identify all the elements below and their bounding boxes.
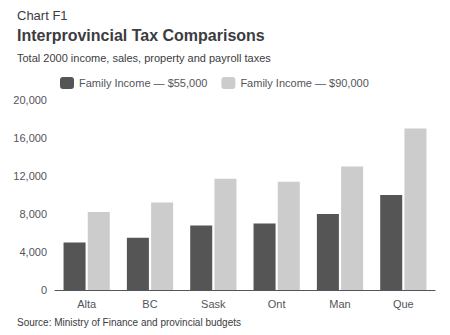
- svg-text:4,000: 4,000: [19, 246, 47, 258]
- svg-text:Ont: Ont: [268, 298, 286, 310]
- svg-text:12,000: 12,000: [13, 170, 47, 182]
- svg-text:Interprovincial Tax Comparison: Interprovincial Tax Comparisons: [17, 27, 265, 44]
- svg-text:Family Income — $55,000: Family Income — $55,000: [79, 77, 207, 89]
- svg-text:Chart F1: Chart F1: [17, 8, 68, 23]
- svg-text:Source: Ministry of Finance an: Source: Ministry of Finance and provinci…: [17, 317, 241, 328]
- svg-text:Man: Man: [329, 298, 350, 310]
- svg-text:16,000: 16,000: [13, 132, 47, 144]
- svg-text:8,000: 8,000: [19, 208, 47, 220]
- svg-text:0: 0: [41, 284, 47, 296]
- svg-text:20,000: 20,000: [13, 94, 47, 106]
- svg-text:Que: Que: [393, 298, 414, 310]
- svg-text:Family Income — $90,000: Family Income — $90,000: [240, 77, 368, 89]
- svg-text:Sask: Sask: [201, 298, 226, 310]
- svg-text:Alta: Alta: [77, 298, 97, 310]
- svg-text:Total 2000 income, sales, prop: Total 2000 income, sales, property and p…: [17, 52, 271, 64]
- svg-text:BC: BC: [142, 298, 157, 310]
